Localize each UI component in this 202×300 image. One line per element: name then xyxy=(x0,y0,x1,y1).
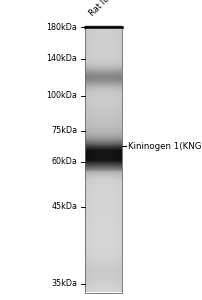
Text: 180kDa: 180kDa xyxy=(46,22,77,32)
Text: 75kDa: 75kDa xyxy=(51,126,77,135)
Text: 45kDa: 45kDa xyxy=(51,202,77,211)
Text: 100kDa: 100kDa xyxy=(46,92,77,100)
Text: 35kDa: 35kDa xyxy=(51,279,77,288)
Text: 60kDa: 60kDa xyxy=(51,158,77,166)
Text: Rat lung: Rat lung xyxy=(87,0,119,18)
Bar xyxy=(85,26,121,292)
Text: 140kDa: 140kDa xyxy=(46,54,77,63)
Text: Kininogen 1(KNG1): Kininogen 1(KNG1) xyxy=(127,142,202,151)
